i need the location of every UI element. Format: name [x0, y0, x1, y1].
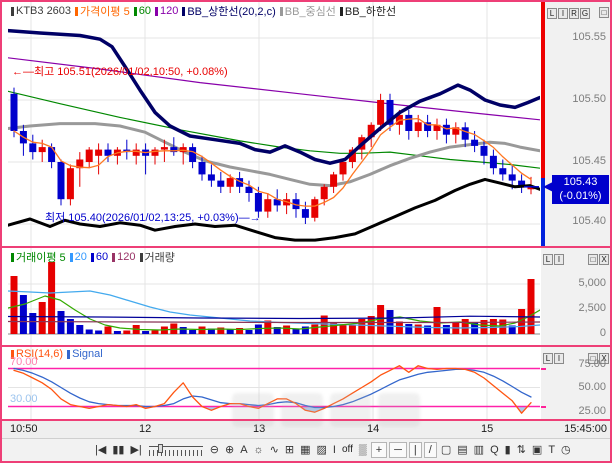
rsi-pane: RSI(14,6) Signal 70.00 30.00	[8, 347, 540, 419]
expand-icon[interactable]: ▣	[531, 444, 543, 456]
rsi-overbought-label: 70.00	[10, 356, 38, 368]
candle-width-icon[interactable]: I	[332, 444, 336, 456]
range-bar-upper	[541, 2, 545, 178]
current-price-arrow-icon: ◀	[543, 179, 553, 193]
price-pane: KTB3 2603 가격이평 5 60 120 BB_상한선(20,2,c) BB_중심선…	[8, 2, 540, 246]
candlestick-plot[interactable]	[8, 2, 540, 246]
mixed-chart-icon[interactable]: ▨	[316, 444, 327, 456]
current-price: 105.43	[563, 176, 598, 188]
vertical-line-icon[interactable]: |	[408, 442, 422, 458]
oversold-tick	[541, 406, 546, 408]
maximize-button[interactable]: □	[599, 6, 609, 18]
time-label: 13	[253, 423, 266, 435]
overbought-tick	[541, 368, 546, 370]
rsi-axis-label: 75.00	[578, 358, 606, 370]
time-label: 10:50	[10, 423, 38, 435]
pane-separator	[0, 345, 612, 347]
clock-icon[interactable]: ◷	[561, 444, 571, 456]
settings-icon[interactable]: ☼	[253, 444, 264, 456]
font-icon[interactable]: A	[240, 444, 248, 456]
skip-start-icon[interactable]: |◀	[95, 444, 107, 456]
chart-window-icon[interactable]: ▥	[473, 444, 485, 456]
l-button[interactable]: L	[543, 254, 553, 265]
clock: 15:45:00	[564, 423, 607, 435]
horizontal-line-icon[interactable]: ─	[389, 442, 407, 458]
volume-plot[interactable]	[8, 248, 540, 345]
slider-thumb[interactable]	[157, 443, 163, 453]
divider-bar[interactable]: ▮	[504, 444, 511, 456]
price-axis-label: 105.50	[572, 93, 606, 105]
rsi-oversold-label: 30.00	[10, 393, 38, 405]
range-bar-lower	[541, 178, 545, 246]
price-axis-label: 105.55	[572, 31, 606, 43]
price-axis-label: 105.45	[572, 155, 606, 167]
zoom-in-icon[interactable]: ⊕	[224, 444, 235, 456]
zoom-slider[interactable]	[148, 443, 203, 457]
time-label: 12	[139, 423, 152, 435]
trend-line-icon[interactable]: /	[423, 442, 437, 458]
r-button[interactable]: R	[569, 8, 579, 19]
volume-axis-label: 2,500	[578, 302, 606, 314]
time-axis: 10:50 12 13 14 15 15:45:00	[0, 421, 612, 438]
pane-corner-buttons: □ X	[588, 249, 610, 267]
zoom-out-icon[interactable]: ⊖	[209, 444, 219, 456]
price-axis-label: 105.40	[572, 215, 606, 227]
skip-end-icon[interactable]: ▶|	[130, 444, 142, 456]
volume-pane: 거래이평 5 20 60 120 거래량	[8, 248, 540, 345]
time-label: 14	[367, 423, 380, 435]
rsi-plot[interactable]	[8, 347, 540, 419]
i-button[interactable]: I	[554, 254, 564, 265]
text-tool-icon[interactable]: T	[548, 444, 556, 456]
i-button[interactable]: I	[558, 8, 568, 19]
maximize-button[interactable]: □	[588, 254, 598, 265]
current-price-box: 105.43 (-0.01%)	[552, 175, 609, 204]
off-button[interactable]: off	[341, 444, 353, 455]
erase-all-icon[interactable]: ▤	[457, 444, 468, 456]
table-icon[interactable]: ▦	[300, 444, 311, 456]
close-button[interactable]: X	[599, 254, 609, 265]
l-button[interactable]: L	[543, 353, 553, 364]
chart-edit-icon[interactable]: ∿	[269, 444, 279, 456]
current-change: (-0.01%)	[559, 190, 602, 202]
rsi-axis-label: 25.00	[578, 405, 606, 417]
search-icon[interactable]: Q	[490, 444, 499, 456]
toolbar-divider	[0, 438, 612, 439]
export-icon[interactable]: ⊞	[284, 444, 295, 456]
maximize-button[interactable]: □	[588, 353, 598, 364]
rsi-axis-label: 50.00	[578, 381, 606, 393]
pattern-icon[interactable]: ▒	[358, 444, 367, 456]
pane-corner-buttons: □ X	[588, 348, 610, 366]
pane-separator	[0, 246, 612, 248]
time-label: 15	[481, 423, 494, 435]
crosshair-icon[interactable]: +	[370, 442, 388, 458]
swap-arrows-icon[interactable]: ⇅	[516, 444, 526, 456]
i-button[interactable]: I	[554, 353, 564, 364]
g-button[interactable]: G	[580, 8, 590, 19]
eraser-icon[interactable]: ▢	[440, 444, 452, 456]
pause-icon[interactable]: ▮▮	[112, 444, 125, 456]
l-button[interactable]: L	[547, 8, 557, 19]
pane-separator	[0, 419, 612, 421]
volume-axis-label: 0	[599, 327, 606, 339]
close-button[interactable]: X	[599, 353, 609, 364]
volume-axis-label: 5,000	[578, 277, 606, 289]
